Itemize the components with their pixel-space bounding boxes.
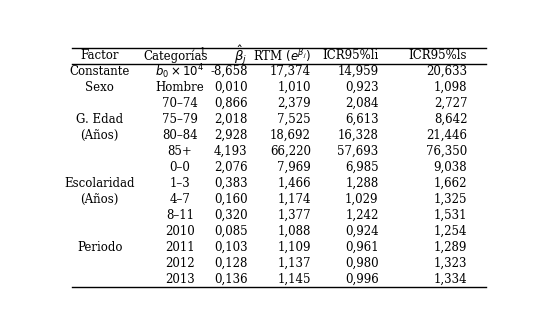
- Text: 0,383: 0,383: [214, 177, 247, 190]
- Text: (Años): (Años): [81, 193, 119, 206]
- Text: 6,613: 6,613: [345, 113, 379, 126]
- Text: 9,038: 9,038: [434, 161, 467, 174]
- Text: 4–7: 4–7: [169, 193, 191, 206]
- Text: 14,959: 14,959: [337, 65, 379, 78]
- Text: 0,136: 0,136: [214, 273, 247, 286]
- Text: 1,088: 1,088: [277, 225, 311, 238]
- Text: ICR95%li: ICR95%li: [322, 49, 379, 62]
- Text: (Años): (Años): [81, 129, 119, 142]
- Text: 21,446: 21,446: [426, 129, 467, 142]
- Text: $\hat{\beta}_j$: $\hat{\beta}_j$: [234, 44, 247, 67]
- Text: 0,103: 0,103: [214, 240, 247, 254]
- Text: 0,961: 0,961: [345, 240, 379, 254]
- Text: 7,525: 7,525: [277, 113, 311, 126]
- Text: 2,076: 2,076: [214, 161, 247, 174]
- Text: 1: 1: [201, 47, 206, 56]
- Text: 1,029: 1,029: [345, 193, 379, 206]
- Text: 0,996: 0,996: [345, 273, 379, 286]
- Text: $b_0 \times 10^4$: $b_0 \times 10^4$: [155, 62, 205, 81]
- Text: 8–11: 8–11: [166, 209, 194, 222]
- Text: 0,980: 0,980: [345, 257, 379, 270]
- Text: 1,325: 1,325: [434, 193, 467, 206]
- Text: RTM $(e^{\beta_j})$: RTM $(e^{\beta_j})$: [253, 47, 311, 64]
- Text: 7,969: 7,969: [277, 161, 311, 174]
- Text: 0,160: 0,160: [214, 193, 247, 206]
- Text: 0,923: 0,923: [345, 81, 379, 94]
- Text: 6,985: 6,985: [345, 161, 379, 174]
- Text: 0,010: 0,010: [214, 81, 247, 94]
- Text: 2,379: 2,379: [277, 97, 311, 110]
- Text: 2,928: 2,928: [214, 129, 247, 142]
- Text: 1,174: 1,174: [277, 193, 311, 206]
- Text: 2012: 2012: [165, 257, 195, 270]
- Text: G. Edad: G. Edad: [76, 113, 123, 126]
- Text: 1,323: 1,323: [434, 257, 467, 270]
- Text: 2010: 2010: [165, 225, 195, 238]
- Text: 2,727: 2,727: [434, 97, 467, 110]
- Text: 85+: 85+: [168, 145, 192, 158]
- Text: 18,692: 18,692: [270, 129, 311, 142]
- Text: 1,098: 1,098: [434, 81, 467, 94]
- Text: 1,137: 1,137: [277, 257, 311, 270]
- Text: 0,128: 0,128: [214, 257, 247, 270]
- Text: 0–0: 0–0: [169, 161, 191, 174]
- Text: 70–74: 70–74: [162, 97, 198, 110]
- Text: 2013: 2013: [165, 273, 195, 286]
- Text: 1,010: 1,010: [277, 81, 311, 94]
- Text: Factor: Factor: [81, 49, 119, 62]
- Text: -8,658: -8,658: [210, 65, 247, 78]
- Text: Sexo: Sexo: [86, 81, 114, 94]
- Text: 1,334: 1,334: [434, 273, 467, 286]
- Text: 2,084: 2,084: [345, 97, 379, 110]
- Text: 1,466: 1,466: [277, 177, 311, 190]
- Text: 2,018: 2,018: [214, 113, 247, 126]
- Text: 1,288: 1,288: [346, 177, 379, 190]
- Text: 1,254: 1,254: [434, 225, 467, 238]
- Text: 2011: 2011: [165, 240, 195, 254]
- Text: 80–84: 80–84: [162, 129, 198, 142]
- Text: Hombre: Hombre: [156, 81, 204, 94]
- Text: 1,377: 1,377: [277, 209, 311, 222]
- Text: 1,662: 1,662: [434, 177, 467, 190]
- Text: 1,531: 1,531: [434, 209, 467, 222]
- Text: 16,328: 16,328: [338, 129, 379, 142]
- Text: Categorías: Categorías: [143, 49, 208, 62]
- Text: 8,642: 8,642: [434, 113, 467, 126]
- Text: 0,320: 0,320: [214, 209, 247, 222]
- Text: 0,866: 0,866: [214, 97, 247, 110]
- Text: 1,109: 1,109: [277, 240, 311, 254]
- Text: 1–3: 1–3: [169, 177, 190, 190]
- Text: 17,374: 17,374: [270, 65, 311, 78]
- Text: 1,145: 1,145: [277, 273, 311, 286]
- Text: 57,693: 57,693: [337, 145, 379, 158]
- Text: 75–79: 75–79: [162, 113, 198, 126]
- Text: 4,193: 4,193: [214, 145, 247, 158]
- Text: 0,924: 0,924: [345, 225, 379, 238]
- Text: Periodo: Periodo: [77, 240, 123, 254]
- Text: ICR95%ls: ICR95%ls: [409, 49, 467, 62]
- Text: 66,220: 66,220: [270, 145, 311, 158]
- Text: 20,633: 20,633: [426, 65, 467, 78]
- Text: Constante: Constante: [70, 65, 130, 78]
- Text: 76,350: 76,350: [426, 145, 467, 158]
- Text: Escolaridad: Escolaridad: [64, 177, 135, 190]
- Text: 1,242: 1,242: [345, 209, 379, 222]
- Text: 1,289: 1,289: [434, 240, 467, 254]
- Text: 0,085: 0,085: [214, 225, 247, 238]
